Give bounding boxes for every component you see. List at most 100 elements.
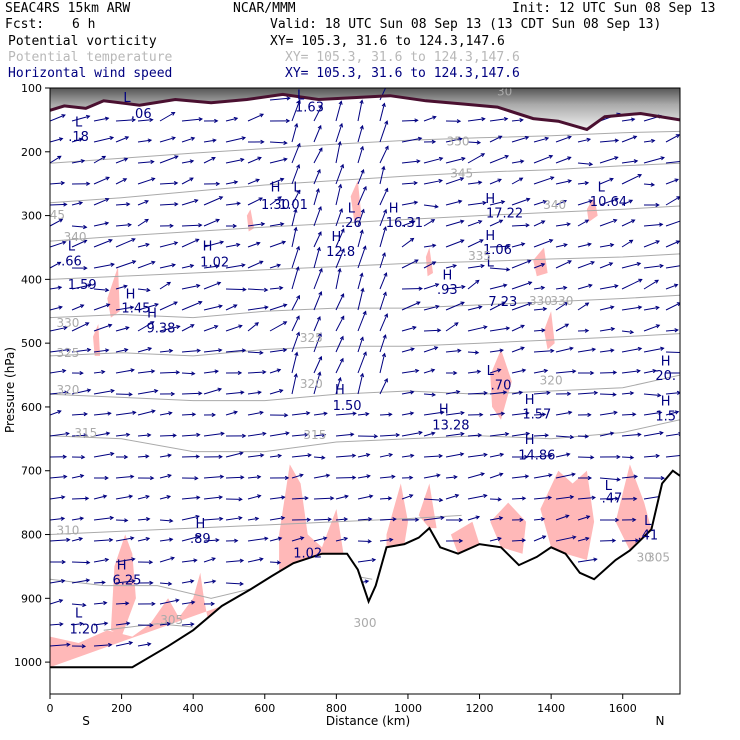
field-pv-xsec: XY= 105.3, 31.6 to 124.3,147.6 — [270, 34, 505, 49]
wind-arrowhead — [676, 390, 680, 396]
wind-vector — [225, 582, 243, 585]
wind-arrowhead — [124, 348, 129, 353]
wind-arrowhead — [659, 431, 664, 436]
wind-arrowhead — [548, 154, 554, 159]
wind-arrowhead — [281, 240, 287, 245]
wind-vector — [181, 392, 202, 395]
wind-vector — [225, 117, 238, 122]
wind-arrowhead — [79, 474, 85, 479]
wind-arrowhead — [327, 517, 333, 522]
wind-arrowhead — [541, 535, 547, 540]
wind-arrowhead — [588, 283, 593, 288]
theta-labels: 345 340 330 325 320 315 310 305 300 325 320 315 335 3… — [50, 88, 670, 630]
wind-arrowhead — [57, 409, 62, 414]
wind-vector — [159, 599, 179, 605]
wind-arrowhead — [384, 187, 389, 193]
wind-vector — [467, 220, 482, 227]
wind-arrowhead — [256, 241, 261, 246]
wind-arrowhead — [323, 411, 328, 416]
wind-arrowhead — [254, 516, 260, 521]
wind-arrowhead — [382, 226, 387, 231]
wind-vector — [291, 537, 304, 542]
wind-vector — [50, 349, 70, 353]
wind-arrowhead — [409, 237, 415, 242]
wind-arrowhead — [433, 346, 439, 351]
wind-vector — [247, 197, 263, 206]
wind-arrowhead — [340, 293, 345, 298]
wind-vector — [577, 558, 597, 563]
terrain-fill — [50, 470, 680, 694]
wind-vector — [71, 517, 84, 521]
wind-arrowhead — [263, 287, 269, 293]
wind-arrowhead — [506, 244, 511, 249]
wind-vector — [93, 432, 110, 437]
wind-vector — [643, 183, 655, 186]
pv-label: 16.31 — [386, 216, 423, 231]
wind-vector — [269, 141, 287, 144]
wind-arrowhead — [410, 453, 415, 458]
wind-arrowhead — [458, 538, 464, 543]
wind-arrowhead — [726, 284, 729, 287]
wind-vector — [379, 313, 388, 332]
wind-vector — [115, 622, 130, 626]
pv-label: H — [485, 192, 495, 207]
wind-arrowhead — [61, 114, 66, 118]
y-tick-label: 900 — [21, 592, 42, 605]
wind-arrowhead — [609, 431, 615, 436]
wind-vector — [225, 264, 245, 269]
wind-arrowhead — [638, 278, 643, 283]
wind-arrowhead — [240, 390, 245, 395]
wind-arrowhead — [283, 157, 288, 162]
wind-arrowhead — [216, 281, 222, 286]
wind-vector — [50, 391, 68, 395]
wind-arrowhead — [61, 559, 67, 565]
theta-label: 345 — [450, 166, 473, 180]
theta-contour-300 — [103, 623, 194, 631]
init-time: Init: 12 UTC Sun 08 Sep 13 — [512, 1, 716, 16]
x-tick-label: 200 — [111, 702, 132, 715]
wind-arrowhead — [520, 346, 525, 351]
wind-vector — [93, 390, 114, 395]
wind-arrowhead — [296, 189, 301, 194]
wind-vector — [115, 369, 134, 374]
wind-vector — [445, 264, 457, 269]
wind-arrowhead — [675, 134, 680, 138]
wind-arrowhead — [59, 622, 64, 627]
wind-vector — [247, 558, 263, 563]
wind-vector — [445, 239, 464, 248]
wind-vector — [181, 372, 195, 375]
wind-vector — [247, 306, 268, 311]
wind-arrowhead — [616, 477, 621, 482]
wind-vector — [291, 246, 300, 269]
wind-arrowhead — [236, 201, 242, 206]
wind-arrowhead — [239, 558, 245, 563]
wind-arrowhead — [674, 178, 679, 183]
wind-vector — [50, 580, 65, 584]
wind-vector — [467, 280, 480, 290]
wind-vector — [688, 432, 703, 436]
wind-arrowhead — [432, 115, 437, 120]
wind-arrowhead — [547, 495, 553, 500]
wind-vector — [643, 347, 664, 353]
wind-vector — [599, 477, 620, 481]
wind-arrowhead — [259, 113, 265, 118]
wind-vector — [621, 392, 634, 395]
wind-arrowhead — [655, 453, 661, 459]
wind-arrowhead — [296, 331, 301, 336]
wind-arrowhead — [384, 377, 388, 383]
wind-arrowhead — [58, 218, 64, 223]
wind-arrowhead — [434, 204, 439, 209]
wind-vector — [71, 160, 85, 164]
wind-vector — [599, 139, 619, 143]
wind-arrowhead — [63, 325, 68, 331]
wind-vector — [71, 561, 90, 564]
x-tick-label: 1400 — [537, 702, 565, 715]
wind-arrowhead — [154, 389, 159, 394]
wind-arrowhead — [478, 220, 483, 225]
wind-vector — [335, 208, 343, 227]
wind-vector — [467, 454, 487, 458]
wind-vector — [710, 326, 727, 331]
wind-vector — [599, 393, 616, 396]
wind-vector — [533, 350, 554, 353]
wind-vector — [159, 434, 176, 437]
